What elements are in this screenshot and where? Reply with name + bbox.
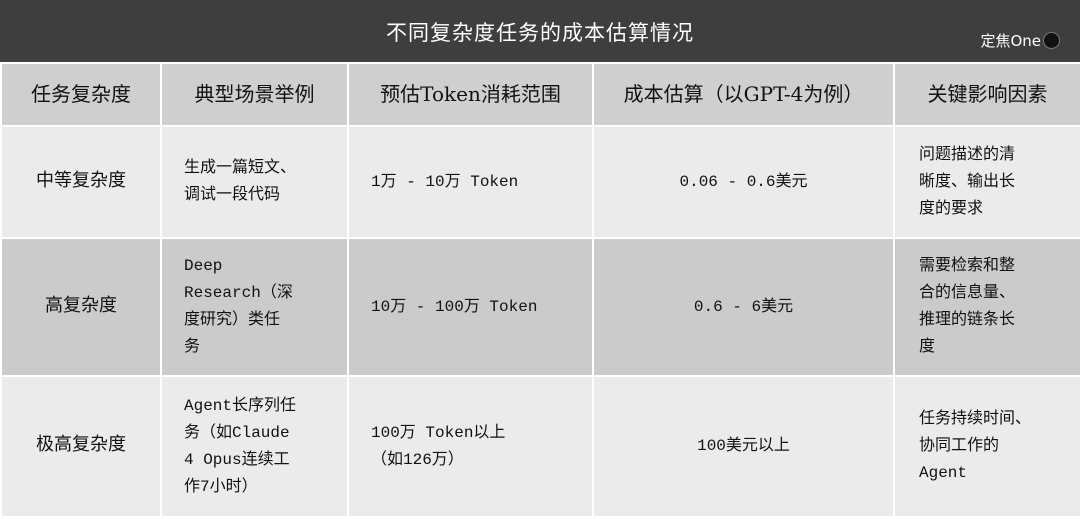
- header-row: 任务复杂度 典型场景举例 预估Token消耗范围 成本估算（以GPT-4为例） …: [0, 62, 1080, 127]
- table-row: 极高复杂度 Agent长序列任 务（如Claude 4 Opus连续工 作7小时…: [0, 375, 1080, 518]
- cell-scenario: Deep Research（深 度研究）类任 务: [160, 237, 349, 377]
- cell-scenario: Agent长序列任 务（如Claude 4 Opus连续工 作7小时）: [160, 375, 349, 518]
- table-row: 中等复杂度 生成一篇短文、 调试一段代码 1万 - 10万 Token 0.06…: [0, 125, 1080, 239]
- cell-factors: 任务持续时间、 协同工作的 Agent: [893, 375, 1080, 518]
- cell-complexity: 极高复杂度: [0, 375, 162, 518]
- logo-text: 定焦One: [980, 32, 1041, 50]
- column-header: 成本估算（以GPT-4为例）: [592, 62, 895, 127]
- cell-factors: 需要检索和整 合的信息量、 推理的链条长 度: [893, 237, 1080, 377]
- cell-cost: 0.6 - 6美元: [592, 237, 895, 377]
- title-bar: 不同复杂度任务的成本估算情况 定焦One: [0, 0, 1080, 62]
- cell-factors: 问题描述的清 晰度、输出长 度的要求: [893, 125, 1080, 239]
- cell-complexity: 高复杂度: [0, 237, 162, 377]
- column-header: 关键影响因素: [893, 62, 1080, 127]
- table-row: 高复杂度 Deep Research（深 度研究）类任 务 10万 - 100万…: [0, 237, 1080, 377]
- cell-cost: 0.06 - 0.6美元: [592, 125, 895, 239]
- cell-token-range: 1万 - 10万 Token: [347, 125, 594, 239]
- logo-icon: [1043, 32, 1060, 49]
- cell-cost: 100美元以上: [592, 375, 895, 518]
- cost-table: 任务复杂度 典型场景举例 预估Token消耗范围 成本估算（以GPT-4为例） …: [0, 62, 1080, 518]
- cell-scenario: 生成一篇短文、 调试一段代码: [160, 125, 349, 239]
- column-header: 任务复杂度: [0, 62, 162, 127]
- cell-token-range: 100万 Token以上 （如126万）: [347, 375, 594, 518]
- cell-token-range: 10万 - 100万 Token: [347, 237, 594, 377]
- page-title: 不同复杂度任务的成本估算情况: [386, 21, 694, 45]
- logo: 定焦One: [980, 30, 1060, 51]
- column-header: 预估Token消耗范围: [347, 62, 594, 127]
- column-header: 典型场景举例: [160, 62, 349, 127]
- cell-complexity: 中等复杂度: [0, 125, 162, 239]
